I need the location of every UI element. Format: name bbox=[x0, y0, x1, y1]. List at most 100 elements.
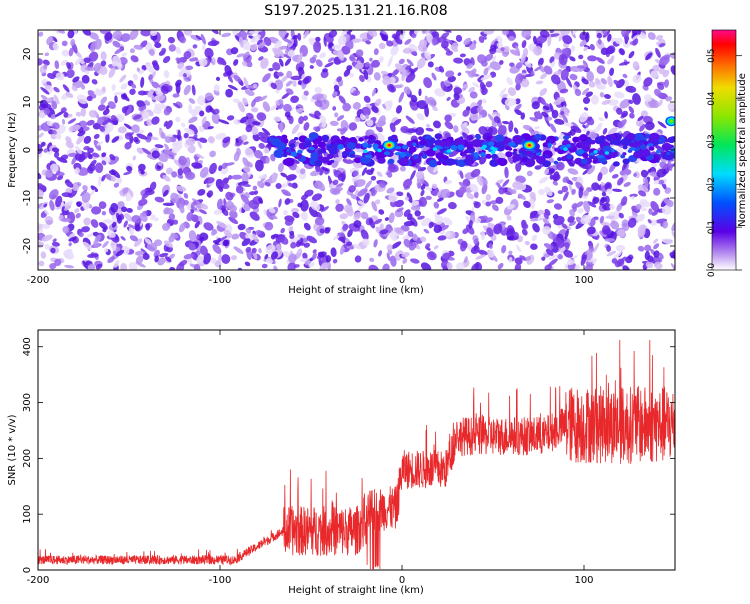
heatmap-cell bbox=[640, 169, 648, 178]
heatmap-cell bbox=[423, 228, 430, 234]
heatmap-cell bbox=[463, 37, 472, 45]
colorbar-tick-label: 0.2 bbox=[707, 177, 717, 191]
heatmap-cell bbox=[580, 214, 592, 225]
heatmap-cell bbox=[60, 217, 71, 223]
heatmap-cell bbox=[190, 251, 199, 261]
heatmap-cell bbox=[160, 132, 166, 139]
heatmap-cell bbox=[75, 111, 82, 117]
heatmap-cell bbox=[190, 200, 197, 209]
heatmap-cell bbox=[637, 245, 645, 252]
heatmap-cell bbox=[537, 96, 542, 104]
heatmap-cell bbox=[514, 73, 524, 85]
heatmap-cell bbox=[586, 226, 596, 235]
heatmap-cell bbox=[432, 147, 438, 151]
heatmap-cell bbox=[172, 93, 180, 98]
heatmap-cell bbox=[335, 203, 344, 212]
heatmap-cell bbox=[365, 40, 371, 45]
heatmap-cell bbox=[104, 32, 113, 41]
heatmap-cell bbox=[390, 255, 397, 267]
heatmap-cell bbox=[507, 204, 515, 210]
heatmap-cell bbox=[477, 54, 487, 64]
heatmap-cell bbox=[198, 58, 208, 67]
heatmap-cell bbox=[319, 262, 329, 270]
heatmap-cell bbox=[541, 111, 549, 118]
heatmap-cells bbox=[38, 30, 675, 270]
heatmap-cell bbox=[491, 120, 497, 128]
heatmap-cell bbox=[428, 221, 434, 229]
heatmap-peaks bbox=[382, 116, 675, 151]
heatmap-cell bbox=[121, 206, 128, 213]
heatmap-cell bbox=[497, 125, 507, 137]
heatmap-cell bbox=[52, 122, 60, 130]
heatmap-cell bbox=[386, 171, 393, 178]
heatmap-cell bbox=[111, 136, 120, 143]
heatmap-cell bbox=[618, 212, 624, 219]
heatmap-cell bbox=[68, 242, 72, 247]
heatmap-cell bbox=[639, 123, 646, 132]
heatmap-cell bbox=[156, 95, 165, 102]
heatmap-cell bbox=[486, 227, 494, 237]
heatmap-cell bbox=[415, 126, 425, 136]
colorbar-ticks: 0.0 0.1 0.2 0.3 0.4 0.5 bbox=[706, 49, 742, 277]
heatmap-cell bbox=[197, 140, 203, 149]
heatmap-cell bbox=[251, 126, 259, 136]
heatmap-cell bbox=[637, 224, 647, 235]
heatmap-cell bbox=[319, 52, 326, 59]
heatmap-cell bbox=[64, 180, 74, 188]
heatmap-cell bbox=[386, 252, 391, 261]
heatmap-cell bbox=[151, 81, 161, 89]
heatmap-cell bbox=[115, 249, 125, 257]
heatmap-cell bbox=[243, 77, 249, 89]
heatmap-cell bbox=[332, 179, 339, 186]
heatmap-cell bbox=[502, 179, 510, 187]
heatmap-cell bbox=[386, 187, 395, 194]
heatmap-cell bbox=[142, 111, 150, 120]
heatmap-cell bbox=[236, 53, 245, 58]
heatmap-ylabel: Frequency (Hz) bbox=[7, 112, 18, 188]
heatmap-cell bbox=[434, 88, 446, 97]
heatmap-cell bbox=[251, 99, 256, 108]
heatmap-cell bbox=[395, 63, 405, 73]
heatmap-cell bbox=[264, 254, 269, 260]
heatmap-cell bbox=[610, 220, 620, 230]
heatmap-cell bbox=[131, 83, 137, 89]
heatmap-cell bbox=[654, 88, 662, 97]
heatmap-cell bbox=[420, 262, 432, 270]
heatmap-cell bbox=[448, 201, 457, 210]
heatmap-cell bbox=[84, 66, 96, 71]
heatmap-cell bbox=[539, 30, 550, 38]
heatmap-cell bbox=[534, 66, 542, 72]
heatmap-cell bbox=[80, 189, 88, 197]
heatmap-cell bbox=[287, 182, 297, 188]
heatmap-cell bbox=[535, 152, 542, 156]
heatmap-cell bbox=[455, 34, 463, 42]
heatmap-cell bbox=[556, 239, 565, 248]
heatmap-cell bbox=[322, 68, 328, 73]
heatmap-cell bbox=[565, 76, 573, 88]
heatmap-cell bbox=[310, 152, 319, 159]
heatmap-cell bbox=[47, 72, 56, 80]
colorbar-tick-label: 0.4 bbox=[707, 91, 717, 106]
heatmap-cell bbox=[54, 258, 62, 266]
heatmap-cell bbox=[655, 47, 661, 58]
heatmap-cell bbox=[232, 98, 241, 104]
heatmap-cell bbox=[386, 40, 394, 47]
heatmap-cell bbox=[323, 36, 327, 47]
heatmap-cell bbox=[443, 155, 449, 160]
heatmap-cell bbox=[635, 203, 642, 210]
heatmap-cell bbox=[547, 34, 552, 47]
heatmap-cell bbox=[645, 52, 653, 61]
heatmap-cell bbox=[83, 217, 91, 226]
heatmap-cell bbox=[647, 219, 652, 224]
heatmap-cell bbox=[198, 125, 205, 133]
heatmap-cell bbox=[292, 211, 300, 219]
heatmap-cell bbox=[154, 196, 165, 203]
heatmap-cell bbox=[71, 85, 78, 92]
heatmap-cell bbox=[56, 30, 65, 34]
heatmap-cell bbox=[82, 185, 88, 191]
heatmap-cell bbox=[536, 110, 541, 120]
heatmap-cell bbox=[628, 51, 635, 59]
heatmap-cell bbox=[664, 138, 669, 143]
y-tick-label: 400 bbox=[22, 337, 33, 356]
heatmap-cell bbox=[544, 168, 550, 175]
